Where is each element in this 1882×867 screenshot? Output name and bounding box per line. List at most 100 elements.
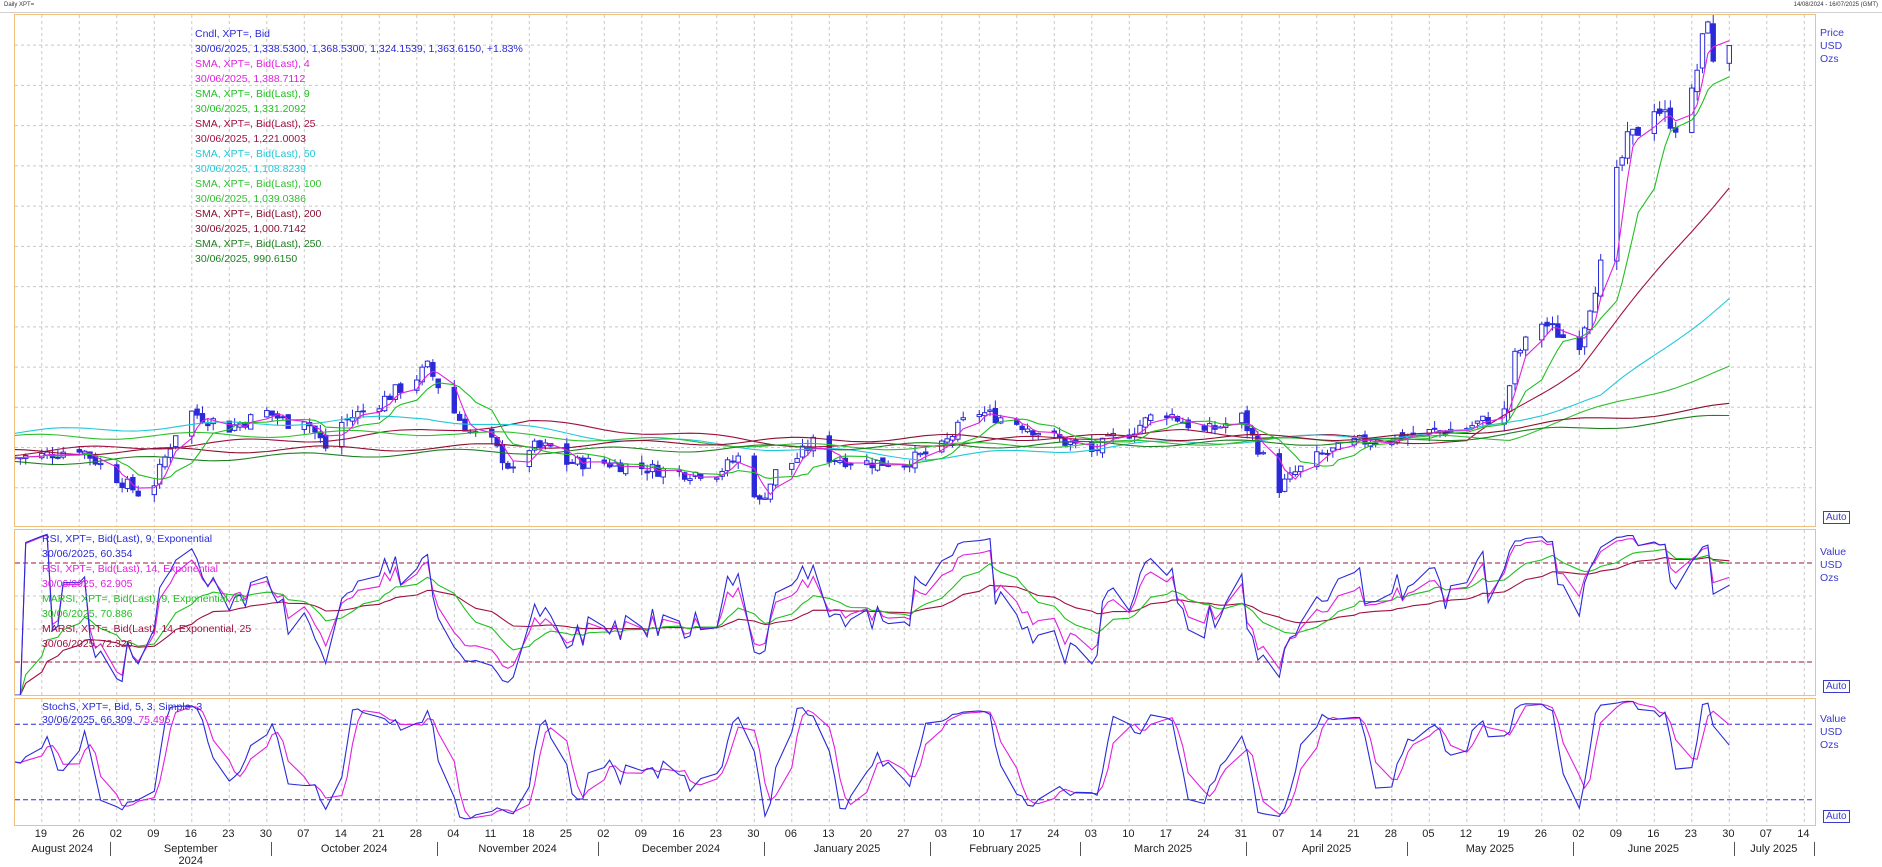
legend-series-value: 30/06/2025, 1,000.7142 <box>195 223 306 235</box>
candle <box>606 462 613 468</box>
candle <box>424 360 431 368</box>
candle <box>130 476 136 491</box>
day-tick-label: 02 <box>109 828 123 840</box>
month-label: June 2025 <box>1627 843 1679 855</box>
day-tick-label: 23 <box>709 828 723 840</box>
legend-series-name: SMA, XPT=, Bid(Last), 100 <box>195 178 322 190</box>
legend-entry: SMA, XPT=, Bid(Last), 25 30/06/2025, 1,22… <box>195 117 316 147</box>
candle <box>1024 428 1031 433</box>
month-separator <box>110 842 112 856</box>
sma-line <box>15 402 1730 456</box>
day-tick-label: 18 <box>522 828 535 840</box>
candle <box>531 440 538 451</box>
candle <box>617 462 624 473</box>
candle <box>1030 430 1036 436</box>
month-label: September 2024 <box>163 843 218 867</box>
day-tick-label: 25 <box>559 828 573 840</box>
candle <box>119 482 125 489</box>
candle <box>751 455 757 498</box>
time-axis[interactable]: 19 26 02 09 16 23 30 07 14 21 28 04 11 18 25 02 09 16 23 30… <box>14 826 1815 867</box>
candle <box>687 478 693 482</box>
day-tick-label: 12 <box>1459 828 1473 840</box>
day-tick-label: 28 <box>1384 828 1398 840</box>
candle <box>1576 336 1582 351</box>
auto-scale-button[interactable]: Auto <box>1823 810 1850 823</box>
candle <box>1174 415 1181 422</box>
auto-scale-button[interactable]: Auto <box>1823 680 1850 693</box>
candle <box>360 410 366 413</box>
candle <box>730 460 736 463</box>
day-tick-label: 02 <box>597 828 610 840</box>
candle <box>301 421 307 430</box>
candle <box>987 409 993 412</box>
day-tick-label: 30 <box>1722 828 1735 840</box>
candle <box>585 457 591 469</box>
day-tick-label: 03 <box>934 828 948 840</box>
legend-entry: RSI, XPT=, Bid(Last), 9, Exponential 30/0… <box>42 532 212 562</box>
legend-series-value: 30/06/2025, 1,039.0386 <box>195 193 306 205</box>
legend-entry: SMA, XPT=, Bid(Last), 250 30/06/2025, 990… <box>195 237 321 267</box>
candle <box>998 417 1004 424</box>
candle <box>874 460 881 471</box>
candle <box>949 436 956 441</box>
day-tick-label: 09 <box>634 828 648 840</box>
axis-title-line: Price <box>1820 27 1844 39</box>
month-separator <box>1733 842 1735 856</box>
candle <box>1555 323 1561 338</box>
price-chart[interactable]: 9209601,0001,0401,0801,1201,1601,2001,24… <box>15 15 1815 526</box>
rsi-panel[interactable]: 204060 RSI, XPT=, Bid(Last), 9, Exponent… <box>14 529 1850 696</box>
month-label: February 2025 <box>969 843 1041 855</box>
candle <box>799 445 806 458</box>
legend-series-value: 30/06/2025, 1,221.0003 <box>195 133 306 145</box>
candle <box>1549 323 1556 326</box>
candle <box>194 408 200 416</box>
stochastic-panel[interactable]: 30 StochS, XPT=, Bid, 5, 3, Simple, 330/… <box>14 698 1850 826</box>
legend-entry: RSI, XPT=, Bid(Last), 14, Exponential 30/… <box>42 562 218 592</box>
legend-series-name: SMA, XPT=, Bid(Last), 50 <box>195 148 316 160</box>
candle <box>714 477 720 480</box>
candle <box>1726 45 1732 64</box>
candle <box>167 448 174 458</box>
legend-series-name: SMA, XPT=, Bid(Last), 250 <box>195 238 322 250</box>
candle <box>681 472 688 480</box>
legend-series-value: 30/06/2025, 1,108.8239 <box>195 163 306 175</box>
candle <box>1019 425 1025 431</box>
candle <box>1255 435 1261 455</box>
sma-line <box>15 187 1730 457</box>
candle <box>1651 111 1657 134</box>
candle <box>505 462 511 469</box>
day-tick-label: 10 <box>972 828 985 840</box>
month-separator <box>1572 842 1574 856</box>
stochastic-chart[interactable]: 30 <box>15 699 1815 825</box>
candle <box>98 462 104 466</box>
day-tick-label: 30 <box>259 828 273 840</box>
candle <box>848 463 854 466</box>
day-tick-label: 23 <box>1684 828 1698 840</box>
candle <box>1517 350 1524 354</box>
rsi-chart[interactable]: 204060 <box>15 530 1815 695</box>
day-tick-label: 06 <box>784 828 798 840</box>
price-panel[interactable]: 9209601,0001,0401,0801,1201,1601,2001,24… <box>14 14 1850 527</box>
candle <box>789 462 795 470</box>
legend-series-value: 30/06/2025, 60.354 <box>42 548 133 560</box>
candle <box>1292 471 1299 476</box>
auto-scale-button[interactable]: Auto <box>1823 511 1850 524</box>
day-tick-label: 28 <box>409 828 423 840</box>
stoch-axis-title: Value USD Ozs <box>1820 713 1846 752</box>
candle <box>1689 87 1695 133</box>
legend-series-name: SMA, XPT=, Bid(Last), 4 <box>195 58 310 70</box>
candle <box>1431 427 1438 430</box>
candle <box>1619 157 1625 166</box>
candle <box>269 410 275 416</box>
candle <box>917 452 924 456</box>
legend-series-value: 30/06/2025, 990.6150 <box>195 253 298 265</box>
rsi-line <box>15 533 1730 695</box>
legend-series-name: SMA, XPT=, Bid(Last), 25 <box>195 118 316 130</box>
candle <box>451 386 457 414</box>
candle <box>1662 109 1668 113</box>
axis-title-line: USD <box>1820 559 1843 571</box>
candle <box>1276 453 1282 494</box>
legend-series-name: SMA, XPT=, Bid(Last), 9 <box>195 88 310 100</box>
candle <box>981 412 988 417</box>
day-tick-label: 21 <box>372 828 385 840</box>
